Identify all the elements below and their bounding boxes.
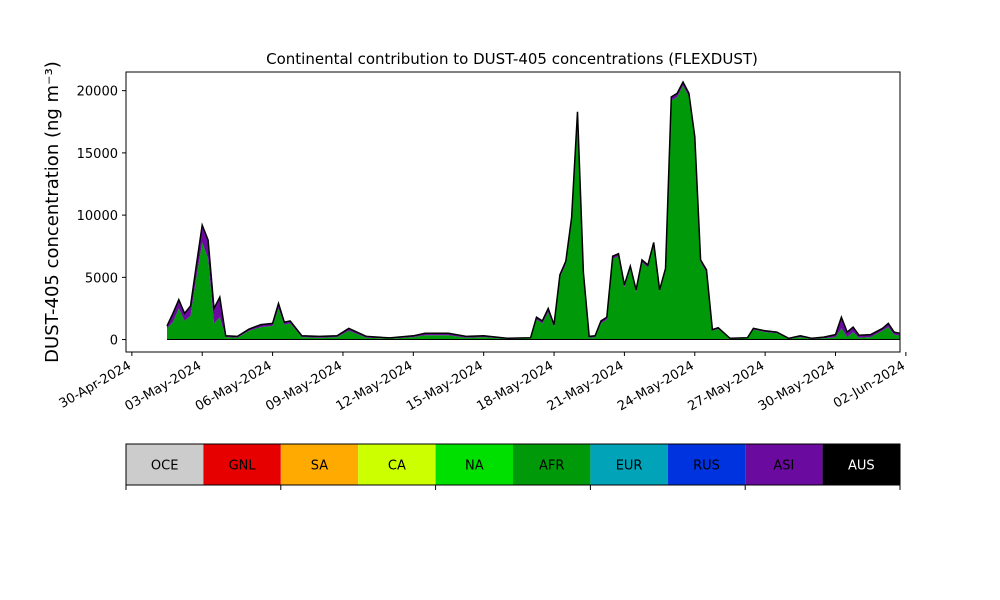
x-tick-label: 02-Jun-2024 [831, 358, 908, 411]
x-tick-label: 30-May-2024 [756, 358, 838, 414]
legend-label-eur: EUR [616, 459, 643, 474]
legend-label-aus: AUS [848, 459, 875, 474]
legend-swatch-sa [280, 444, 359, 485]
x-tick-label: 24-May-2024 [615, 358, 697, 414]
area-asi [167, 82, 900, 339]
legend-swatch-na [435, 444, 513, 485]
legend-label-asi: ASI [773, 459, 794, 474]
x-tick-label: 09-May-2024 [263, 358, 345, 414]
legend-label-afr: AFR [539, 459, 564, 474]
legend-frame [125, 443, 901, 486]
legend-swatch-aus [822, 444, 900, 485]
total-line [166, 80, 901, 340]
legend-label-oce: OCE [151, 459, 179, 474]
plot-area [166, 80, 901, 341]
legend-label-na: NA [465, 459, 484, 474]
x-tick-label: 27-May-2024 [685, 358, 767, 414]
x-tick-label: 12-May-2024 [334, 358, 416, 414]
legend: OCE GNL SA CA NA AFR EUR RUS ASI AUS [125, 443, 901, 490]
legend-swatch-afr [513, 444, 591, 485]
legend-swatch-ca [358, 444, 436, 485]
legend-swatch-gnl [203, 444, 281, 485]
y-tick-label: 20000 [77, 85, 118, 100]
x-tick-label: 18-May-2024 [474, 358, 556, 414]
legend-swatch-eur [590, 444, 668, 485]
axes: 0 5000 10000 15000 20000 30-Apr-202403-May-20… [57, 71, 908, 414]
y-tick-label: 5000 [85, 271, 118, 286]
y-tick-label: 0 [110, 334, 118, 349]
legend-label-gnl: GNL [229, 459, 257, 474]
legend-swatch-rus [667, 444, 746, 485]
y-tick-label: 15000 [77, 147, 118, 162]
x-tick-label: 06-May-2024 [193, 358, 275, 414]
y-axis-label: DUST-405 concentration (ng m⁻³) [42, 61, 63, 363]
legend-swatch-oce [126, 444, 204, 485]
legend-label-ca: CA [388, 459, 406, 474]
legend-label-rus: RUS [693, 459, 720, 474]
x-tick-label: 03-May-2024 [123, 358, 205, 414]
x-tick-label: 30-Apr-2024 [57, 358, 134, 411]
x-tick-label: 21-May-2024 [545, 358, 627, 414]
area-afr [167, 85, 900, 340]
y-tick-label: 10000 [77, 209, 118, 224]
plot-frame [125, 71, 901, 353]
chart-title: Continental contribution to DUST-405 con… [266, 50, 758, 68]
legend-label-sa: SA [311, 459, 328, 474]
x-tick-label: 15-May-2024 [404, 358, 486, 414]
legend-swatch-asi [745, 444, 823, 485]
